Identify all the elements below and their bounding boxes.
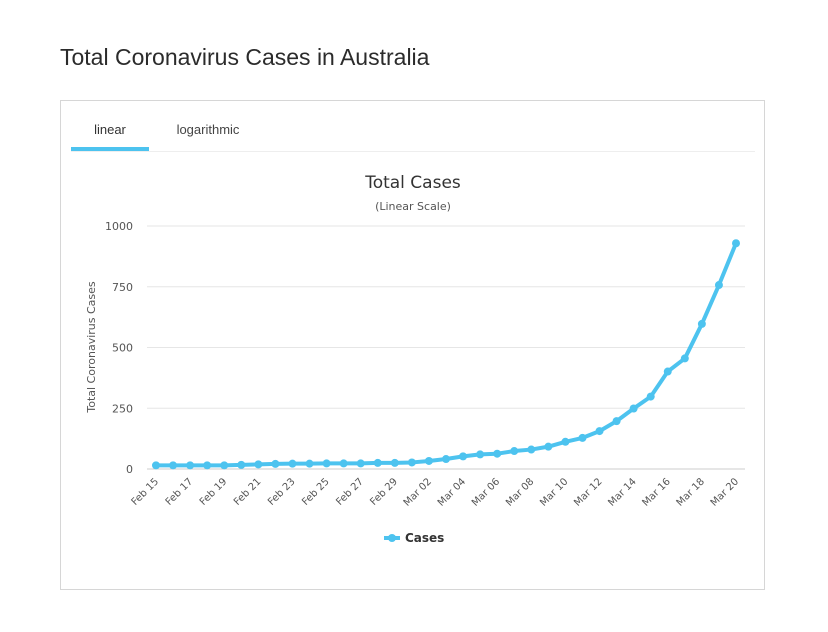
chart-subtitle: (Linear Scale) [375, 200, 451, 213]
x-tick-label: Feb 29 [368, 476, 400, 508]
data-point[interactable] [680, 354, 689, 363]
y-tick-label: 750 [112, 281, 133, 294]
x-tick-label: Mar 14 [606, 476, 638, 508]
chart-card: linear logarithmic [60, 100, 765, 590]
data-point[interactable] [186, 461, 195, 470]
legend-cases-label: Cases [405, 531, 444, 545]
x-tick-label: Mar 16 [641, 476, 673, 508]
data-point[interactable] [390, 458, 399, 467]
data-point[interactable] [697, 319, 706, 328]
data-point[interactable] [544, 442, 553, 451]
x-tick-label: Mar 18 [675, 476, 707, 508]
x-tick-label: Feb 27 [334, 476, 366, 508]
x-tick-label: Mar 20 [709, 476, 741, 508]
scale-tabs: linear logarithmic [71, 117, 755, 152]
y-tick-label: 500 [112, 342, 133, 355]
x-tick-label: Mar 08 [504, 476, 536, 508]
x-tick-label: Feb 25 [300, 476, 332, 508]
x-tick-label: Mar 06 [470, 476, 502, 508]
data-point[interactable] [561, 437, 570, 446]
data-point[interactable] [493, 449, 502, 458]
data-point[interactable] [459, 452, 468, 461]
data-point[interactable] [288, 459, 297, 468]
x-tick-label: Feb 19 [198, 476, 230, 508]
data-point[interactable] [356, 459, 365, 468]
tab-linear[interactable]: linear [71, 117, 149, 151]
y-tick-label: 0 [126, 463, 133, 476]
page-title: Total Coronavirus Cases in Australia [60, 44, 430, 70]
data-point[interactable] [629, 404, 638, 413]
data-point[interactable] [203, 461, 212, 470]
data-point[interactable] [237, 460, 246, 469]
x-tick-label: Mar 10 [538, 476, 570, 508]
y-tick-label: 250 [112, 402, 133, 415]
x-tick-label: Feb 21 [232, 476, 264, 508]
data-point[interactable] [339, 459, 348, 468]
data-point[interactable] [510, 447, 519, 456]
data-point[interactable] [254, 460, 263, 469]
x-tick-label: Feb 23 [266, 476, 298, 508]
data-point[interactable] [612, 417, 621, 426]
data-point[interactable] [424, 456, 433, 465]
data-point[interactable] [271, 459, 280, 468]
y-axis-label: Total Coronavirus Cases [85, 281, 98, 414]
data-point[interactable] [527, 445, 536, 454]
y-tick-label: 1000 [105, 220, 133, 233]
data-point[interactable] [442, 455, 450, 464]
x-tick-label: Feb 17 [164, 476, 196, 508]
legend[interactable]: Cases [384, 531, 444, 545]
data-point[interactable] [578, 433, 587, 442]
chart-title: Total Cases [364, 173, 461, 193]
data-point[interactable] [732, 239, 740, 248]
data-point[interactable] [152, 461, 160, 470]
tab-logarithmic[interactable]: logarithmic [176, 122, 240, 137]
data-point[interactable] [476, 450, 485, 459]
data-point[interactable] [322, 459, 331, 468]
x-tick-label: Feb 15 [130, 476, 162, 508]
data-point[interactable] [220, 461, 229, 470]
legend-cases-marker [388, 534, 396, 542]
data-point[interactable] [595, 427, 604, 436]
series-line-cases [154, 241, 738, 468]
x-tick-label: Mar 04 [436, 476, 468, 508]
data-point[interactable] [169, 461, 178, 470]
data-point[interactable] [373, 458, 382, 467]
data-point[interactable] [663, 367, 672, 376]
data-point[interactable] [714, 281, 723, 290]
x-tick-label: Mar 12 [572, 476, 604, 508]
data-point[interactable] [646, 392, 655, 401]
x-tick-label: Mar 02 [402, 476, 434, 508]
data-point[interactable] [305, 459, 314, 468]
data-point[interactable] [407, 458, 416, 467]
